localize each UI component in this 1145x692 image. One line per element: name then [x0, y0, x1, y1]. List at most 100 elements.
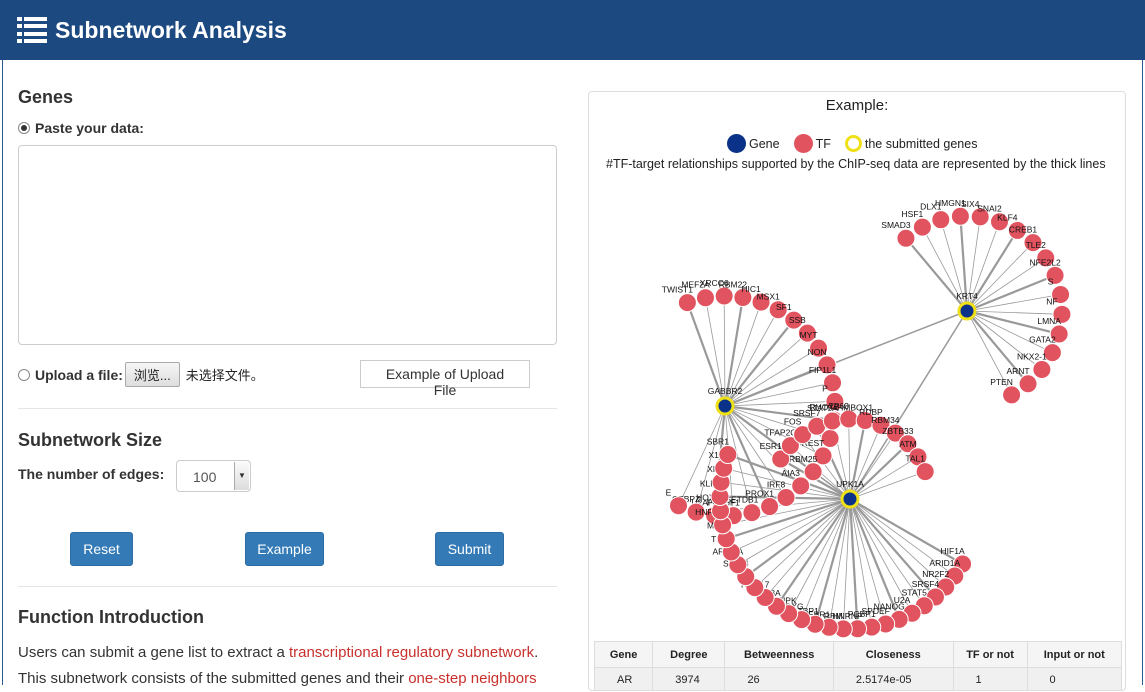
dropdown-arrow-icon[interactable]: ▼	[234, 462, 249, 490]
tf-node[interactable]	[931, 210, 951, 230]
function-intro-text: Users can submit a gene list to extract …	[18, 640, 558, 692]
table-header-cell[interactable]: Closeness	[832, 641, 954, 668]
node-label: ZBTB33	[882, 426, 913, 436]
tf-node[interactable]	[822, 411, 842, 431]
gene-node[interactable]	[957, 301, 977, 321]
tf-node[interactable]	[793, 425, 813, 445]
tf-node[interactable]	[714, 286, 734, 306]
upload-label: Upload a file:	[35, 366, 123, 383]
tf-node[interactable]	[791, 476, 811, 496]
content-frame	[2, 60, 1143, 685]
network-edge	[849, 498, 964, 565]
tf-node[interactable]	[742, 503, 762, 523]
intro-text: .	[534, 644, 539, 661]
tf-node[interactable]	[760, 497, 780, 517]
tf-node[interactable]	[823, 373, 843, 393]
subnetwork-link[interactable]: transcriptional regulatory subnetwork	[288, 644, 535, 661]
tf-node[interactable]	[871, 415, 891, 435]
network-edge	[737, 498, 851, 566]
tf-node[interactable]	[1002, 385, 1022, 405]
tf-node[interactable]	[817, 355, 837, 375]
tf-node[interactable]	[898, 434, 918, 454]
node-label: U2AF2	[691, 498, 718, 508]
tf-node[interactable]	[1049, 324, 1069, 344]
table-row[interactable]: AR 3974 26 2.5174e-05 1 0	[593, 667, 1123, 690]
submitted-legend-icon	[844, 135, 862, 152]
network-edge	[966, 221, 1000, 312]
tf-node[interactable]	[950, 206, 970, 226]
table-header-cell[interactable]: Gene	[593, 641, 654, 668]
tf-node[interactable]	[1042, 343, 1062, 363]
node-label: LMNA	[1037, 316, 1061, 326]
tf-node[interactable]	[768, 300, 788, 320]
tf-node[interactable]	[751, 292, 771, 312]
tf-node[interactable]	[839, 409, 859, 429]
tf-node[interactable]	[1045, 265, 1065, 285]
gene-list-textarea[interactable]	[18, 145, 557, 345]
submit-button[interactable]: Submit	[435, 532, 504, 566]
tf-node[interactable]	[776, 488, 796, 508]
network-edge	[678, 405, 726, 506]
tf-node[interactable]	[813, 446, 833, 466]
network-edge	[731, 498, 851, 553]
subnetwork-size-title: Subnetwork Size	[18, 430, 163, 450]
reset-button[interactable]: Reset	[70, 532, 133, 566]
tf-node[interactable]	[915, 462, 935, 482]
upload-radio[interactable]	[18, 368, 30, 381]
tf-node[interactable]	[1007, 220, 1027, 240]
tf-node[interactable]	[780, 436, 800, 456]
network-edge	[723, 405, 771, 508]
node-label: HMGN1	[935, 198, 966, 208]
tf-node[interactable]	[1036, 248, 1056, 268]
tf-node[interactable]	[784, 310, 804, 330]
gene-node[interactable]	[715, 396, 735, 416]
tf-legend-icon	[793, 134, 813, 153]
example-button[interactable]: Example	[245, 532, 324, 566]
tf-legend-label: TF	[815, 136, 831, 151]
tf-node[interactable]	[970, 207, 990, 227]
node-label: FOS	[784, 417, 802, 427]
node-label: STAT5A	[807, 403, 838, 413]
tf-node[interactable]	[771, 449, 791, 469]
network-edge	[724, 347, 819, 407]
example-upload-button[interactable]: Example of Upload File	[360, 360, 530, 398]
edges-select[interactable]: 100 ▼	[176, 460, 251, 492]
tf-node[interactable]	[803, 462, 823, 482]
table-header-cell[interactable]: Input or not	[1026, 641, 1123, 668]
node-label: TFAP2C	[764, 428, 796, 438]
paste-radio[interactable]	[18, 122, 30, 134]
tf-node[interactable]	[1052, 304, 1072, 324]
tf-node[interactable]	[896, 228, 916, 248]
tf-node[interactable]	[825, 391, 845, 411]
tf-node[interactable]	[1051, 285, 1071, 305]
table-cell: 2.5174e-05	[832, 667, 954, 690]
tf-node[interactable]	[1023, 233, 1043, 253]
tf-node[interactable]	[797, 323, 817, 343]
browse-button[interactable]: 浏览...	[124, 362, 180, 387]
neighbors-link[interactable]: one-step neighbors	[408, 670, 537, 687]
tf-node[interactable]	[1032, 359, 1052, 379]
tf-node[interactable]	[733, 287, 753, 307]
tf-node[interactable]	[885, 423, 905, 443]
tf-node[interactable]	[809, 338, 829, 358]
tf-node[interactable]	[686, 502, 706, 522]
upload-option[interactable]: Upload a file: 浏览... 未选择文件。	[18, 362, 264, 387]
node-label: SF1	[776, 302, 792, 312]
network-edge	[849, 442, 909, 500]
table-cell: AR	[593, 667, 654, 690]
table-header-cell[interactable]: Degree	[652, 641, 726, 668]
table-header-cell[interactable]: Betweenness	[724, 641, 834, 668]
node-label: SSB	[789, 315, 806, 325]
gene-node[interactable]	[840, 489, 860, 509]
paste-option[interactable]: Paste your data:	[18, 120, 144, 136]
tf-node[interactable]	[669, 496, 689, 516]
tf-node[interactable]	[677, 293, 697, 313]
tf-node[interactable]	[912, 217, 932, 237]
tf-node[interactable]	[718, 445, 738, 465]
tf-node[interactable]	[989, 212, 1009, 232]
table-header-cell[interactable]: TF or not	[952, 641, 1028, 668]
tf-node[interactable]	[695, 288, 715, 308]
network-edge	[802, 434, 851, 500]
tf-node[interactable]	[1018, 374, 1038, 394]
